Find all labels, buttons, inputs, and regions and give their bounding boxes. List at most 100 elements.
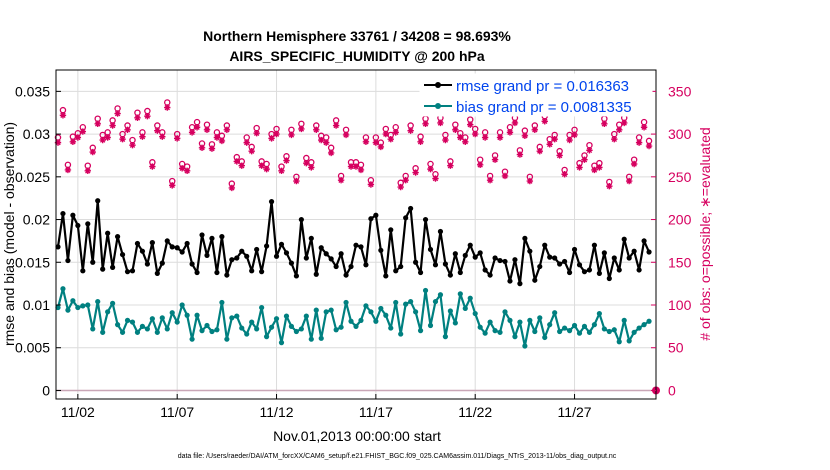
bias-point <box>631 329 637 335</box>
obs-evaluated-marker <box>352 163 360 170</box>
obs-evaluated-marker <box>506 129 514 136</box>
rmse-point <box>343 272 349 278</box>
bias-point <box>328 307 334 313</box>
bias-point <box>601 326 607 332</box>
rmse-point <box>408 205 414 212</box>
obs-evaluated-marker <box>169 182 176 189</box>
rmse-point <box>303 255 309 261</box>
obs-evaluated-marker <box>283 157 290 164</box>
rmse-point <box>547 254 553 260</box>
rmse-point <box>139 248 146 254</box>
right-tick-label: 350 <box>668 83 692 99</box>
obs-evaluated-marker <box>313 126 320 134</box>
obs-evaluated-marker <box>486 177 494 184</box>
obs-evaluated-marker <box>546 141 553 148</box>
rmse-point <box>244 253 250 259</box>
obs-evaluated-marker <box>625 177 633 185</box>
legend-rmse-marker <box>435 82 441 88</box>
bias-point <box>547 322 553 328</box>
bias-point <box>586 329 593 335</box>
rmse-point <box>189 261 195 267</box>
bias-point <box>338 324 344 330</box>
bias-point <box>581 323 588 329</box>
obs-evaluated-marker <box>327 149 335 157</box>
obs-evaluated-marker <box>298 125 305 133</box>
bias-point <box>209 328 215 335</box>
obs-evaluated-marker <box>193 124 201 131</box>
data-file-footer: data file: /Users/raeder/DAI/ATM_forcXX/… <box>178 453 617 460</box>
obs-evaluated-marker <box>89 148 96 156</box>
rmse-point <box>323 251 329 257</box>
bias-point <box>571 322 578 329</box>
obs-evaluated-marker <box>606 183 613 190</box>
obs-evaluated-marker <box>183 167 191 175</box>
bias-point <box>149 316 155 322</box>
obs-evaluated-marker <box>124 126 131 134</box>
rmse-point <box>249 268 255 274</box>
obs-evaluated-marker <box>342 131 350 139</box>
rmse-point <box>378 247 384 253</box>
obs-evaluated-marker <box>99 136 106 144</box>
rmse-point <box>333 263 339 270</box>
rmse-point <box>482 267 488 273</box>
left-tick-label: 0.015 <box>15 254 50 270</box>
legend-box <box>419 73 653 117</box>
rmse-point <box>497 257 503 264</box>
bias-point <box>65 307 71 313</box>
bias-point <box>348 318 354 324</box>
rmse-point <box>149 240 155 246</box>
rmse-point <box>631 248 637 254</box>
bias-point <box>527 317 533 323</box>
bias-point <box>184 312 190 318</box>
bias-point <box>239 325 245 331</box>
obs-evaluated-marker <box>367 181 375 188</box>
bias-point <box>373 318 379 324</box>
bias-point <box>199 328 205 334</box>
rmse-point <box>70 212 76 218</box>
rmse-point <box>393 268 399 274</box>
bias-point <box>641 322 647 328</box>
rmse-point <box>537 263 543 270</box>
obs-evaluated-marker <box>467 121 474 128</box>
obs-evaluated-marker <box>387 136 394 143</box>
rmse-point <box>169 244 175 250</box>
obs-layer <box>54 99 660 395</box>
bias-point <box>343 299 349 306</box>
obs-evaluated-marker <box>258 162 265 169</box>
rmse-point <box>95 198 101 204</box>
bias-point <box>517 319 523 325</box>
rmse-point <box>263 243 270 249</box>
rmse-point <box>611 255 617 261</box>
x-tick-label: 11/22 <box>458 404 492 420</box>
bias-point <box>437 292 444 298</box>
obs-evaluated-marker <box>422 120 429 128</box>
rmse-point <box>596 270 602 276</box>
bias-point <box>621 317 627 323</box>
bias-point <box>318 335 324 341</box>
bias-point <box>268 324 275 330</box>
bias-point <box>303 313 309 319</box>
obs-evaluated-marker <box>347 163 355 170</box>
obs-evaluated-marker <box>223 126 231 134</box>
right-tick-label: 0 <box>668 382 676 398</box>
bias-point <box>159 315 165 321</box>
bias-point <box>532 328 538 335</box>
obs-evaluated-marker <box>94 120 101 128</box>
obs-evaluated-marker <box>69 138 77 145</box>
obs-evaluated-marker <box>288 131 295 139</box>
bias-point <box>447 308 453 314</box>
left-tick-label: 0.005 <box>15 340 50 356</box>
obs-evaluated-marker <box>273 130 280 138</box>
x-tick-label: 11/17 <box>359 404 393 420</box>
bias-point <box>646 318 652 324</box>
bias-point <box>80 303 86 309</box>
obs-evaluated-marker <box>472 130 479 138</box>
rmse-point <box>422 216 429 223</box>
bias-point <box>403 301 409 307</box>
obs-evaluated-marker <box>198 144 206 151</box>
bias-point <box>482 330 488 336</box>
bias-point <box>244 331 250 337</box>
bias-point <box>229 315 235 321</box>
rmse-point <box>452 251 458 257</box>
obs-evaluated-marker <box>293 177 300 185</box>
